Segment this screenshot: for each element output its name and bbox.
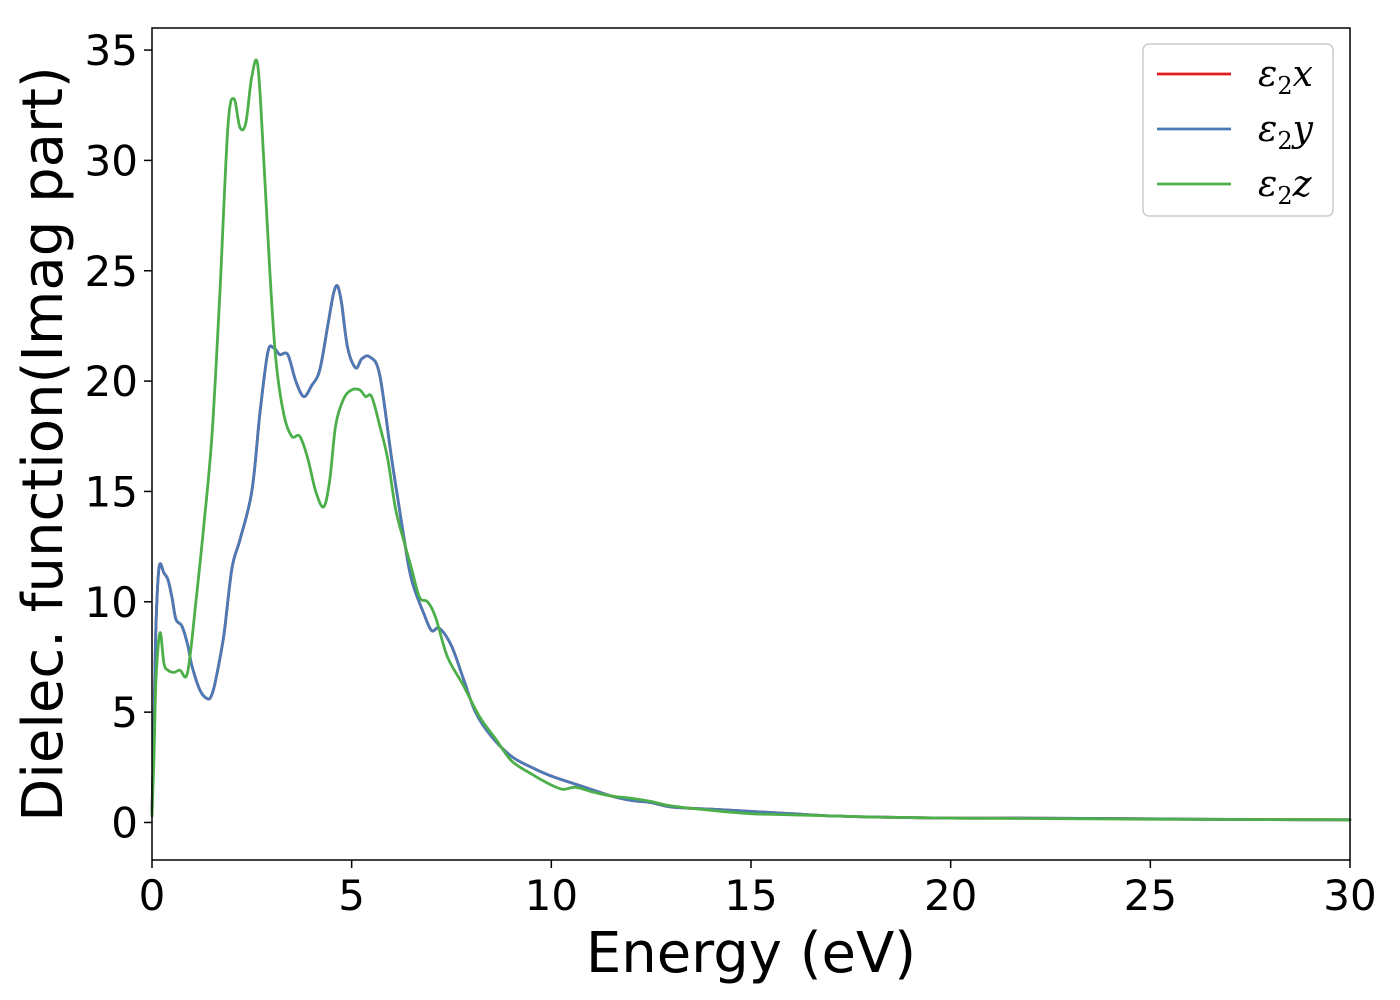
y-tick-label: 20 <box>85 357 138 406</box>
y-tick-label: 10 <box>85 578 138 627</box>
x-tick-label: 5 <box>338 871 365 920</box>
legend-label-x: ε2x <box>1258 54 1313 100</box>
y-tick-label: 35 <box>85 26 138 75</box>
x-tick-label: 10 <box>525 871 578 920</box>
x-tick-label: 30 <box>1323 871 1376 920</box>
y-axis: 0 5 10 15 20 25 30 35 <box>85 26 152 847</box>
y-tick-label: 25 <box>85 247 138 296</box>
plot-area <box>150 58 1352 822</box>
x-axis: 0 5 10 15 20 25 30 <box>139 860 1377 920</box>
y-tick-label: 15 <box>85 467 138 516</box>
y-tick-label: 0 <box>111 798 138 847</box>
legend: ε2x ε2y ε2z <box>1142 43 1334 217</box>
x-tick-label: 0 <box>139 871 166 920</box>
y-tick-label: 30 <box>85 136 138 185</box>
y-axis-label: Dielec. function(Imag part) <box>11 66 76 822</box>
legend-box <box>1142 43 1334 217</box>
series-line-z <box>150 58 1352 822</box>
legend-label-z: ε2z <box>1258 164 1313 210</box>
x-tick-label: 20 <box>924 871 977 920</box>
x-axis-label: Energy (eV) <box>586 921 916 986</box>
x-tick-label: 15 <box>724 871 777 920</box>
x-tick-label: 25 <box>1124 871 1177 920</box>
legend-label-y: ε2y <box>1258 109 1314 155</box>
y-tick-label: 5 <box>111 688 138 737</box>
